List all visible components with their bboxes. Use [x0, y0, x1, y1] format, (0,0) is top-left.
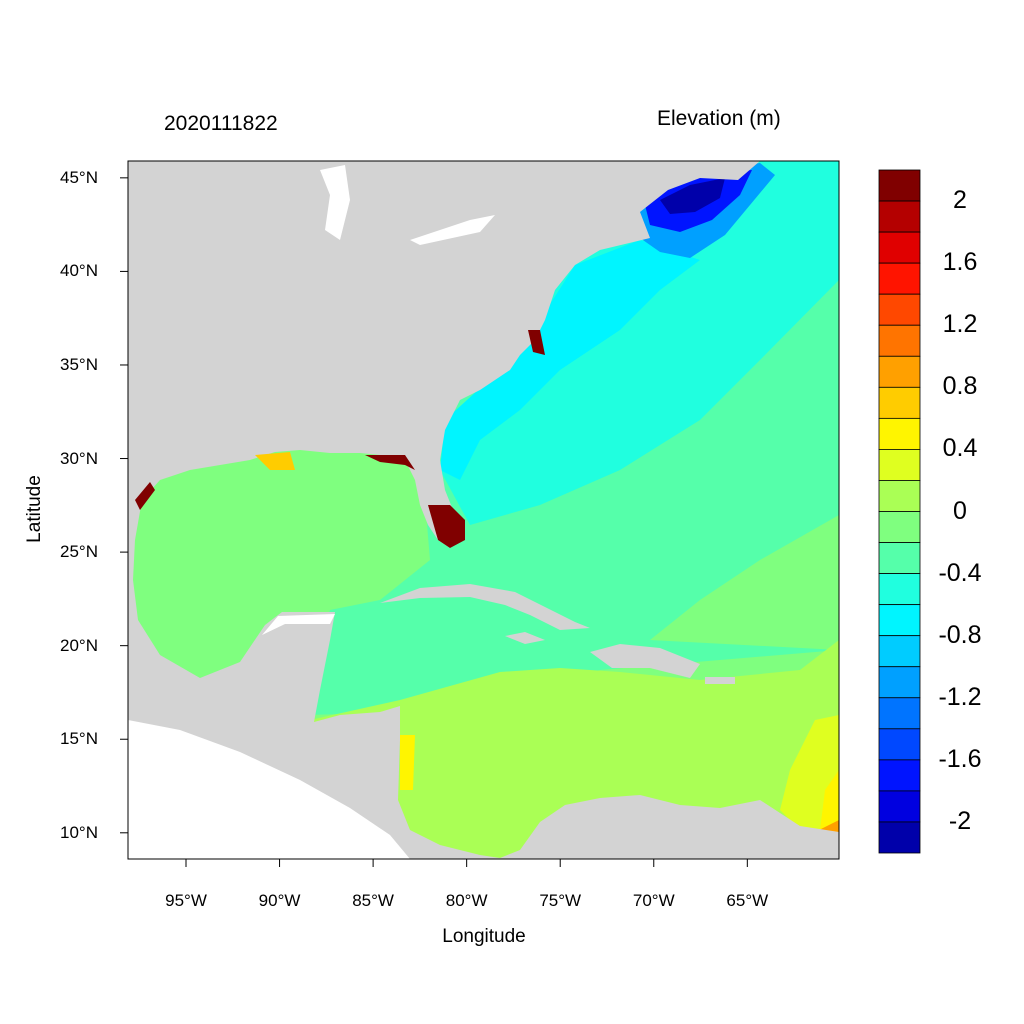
y-tick-label: 25°N	[60, 542, 98, 562]
puerto-rico-land	[705, 677, 735, 684]
colorbar-label: 0	[953, 496, 967, 525]
colorbar-swatch	[878, 511, 921, 543]
colorbar-label: 1.6	[942, 248, 978, 277]
y-tick-label: 35°N	[60, 354, 98, 374]
north-america-land	[128, 161, 839, 859]
colorbar-swatch	[878, 262, 921, 295]
colorbar-swatch	[878, 821, 921, 854]
texas-coast-surge	[135, 482, 155, 510]
colorbar-label: -0.4	[938, 558, 982, 587]
colorbar-swatch	[878, 169, 921, 202]
colorbar-swatch	[878, 604, 921, 637]
map-plot-area	[128, 161, 839, 859]
y-tick-label: 15°N	[60, 729, 98, 749]
colorbar-swatch	[878, 231, 921, 264]
x-tick-label: 80°W	[445, 891, 488, 910]
plot-frame	[127, 160, 840, 860]
y-tick-label: 10°N	[60, 822, 98, 842]
colorbar-swatch	[878, 480, 921, 512]
colorbar-swatch	[878, 324, 921, 357]
gulf-of-maine-deep	[660, 178, 725, 214]
yucatan-no-data-strip	[262, 614, 335, 635]
great-lakes	[320, 165, 350, 240]
colorbar-swatch	[878, 293, 921, 326]
x-tick-label: 75°W	[539, 891, 582, 910]
coastal-cyan-zone	[440, 240, 700, 480]
nicaragua-yellow-zone	[400, 735, 415, 790]
pacific-no-data	[128, 720, 410, 859]
louisiana-coast-surge	[255, 452, 295, 470]
colorbar-swatch	[878, 697, 921, 730]
lake-erie	[410, 215, 495, 245]
colorbar	[878, 169, 921, 854]
colorbar-label: -2	[948, 806, 972, 835]
colorbar-swatch	[878, 790, 921, 823]
colorbar-swatch	[878, 386, 921, 419]
colorbar-swatch	[878, 666, 921, 699]
north-atlantic-turquoise-zone	[440, 161, 839, 525]
y-tick-label: 20°N	[60, 635, 98, 655]
colorbar-swatch	[878, 728, 921, 761]
cuba-land	[380, 584, 590, 630]
y-tick-label: 30°N	[60, 448, 98, 468]
caribbean-south-zone	[300, 640, 839, 859]
y-tick-label: 45°N	[60, 167, 98, 187]
southeast-atlantic-green-zone	[650, 515, 839, 650]
colorbar-label: -0.8	[938, 620, 982, 649]
colorbar-label: 0.8	[942, 372, 978, 401]
colorbar-swatch	[878, 355, 921, 388]
colorbar-label: 1.2	[942, 310, 978, 339]
date-title: 2020111822	[164, 112, 278, 135]
x-tick-label: 65°W	[726, 891, 769, 910]
colorbar-label: -1.6	[938, 744, 982, 773]
big-bend-surge	[365, 455, 415, 470]
outer-banks-surge	[528, 330, 545, 355]
x-tick-label: 85°W	[352, 891, 394, 910]
colorbar-label: 2	[953, 186, 967, 215]
colorbar-swatch	[878, 759, 921, 792]
x-tick-label: 70°W	[632, 891, 675, 910]
x-tick-label: 90°W	[258, 891, 301, 910]
axis-ticks	[120, 177, 748, 867]
x-axis-label: Longitude	[442, 926, 526, 947]
colorbar-label: 0.4	[942, 434, 978, 463]
x-tick-label: 95°W	[165, 891, 207, 910]
colorbar-swatch	[878, 200, 921, 233]
colorbar-swatch	[878, 542, 921, 574]
colorbar-label: -1.2	[938, 682, 982, 711]
colorbar-swatch	[878, 417, 921, 450]
colorbar-swatch	[878, 573, 921, 606]
y-tick-label: 40°N	[60, 261, 98, 281]
south-florida-surge	[428, 505, 465, 548]
colorbar-swatch	[878, 449, 921, 481]
y-axis-label: Latitude	[24, 475, 45, 543]
hispaniola-land	[590, 644, 700, 678]
colorbar-swatch	[878, 635, 921, 668]
variable-title: Elevation (m)	[657, 107, 781, 130]
jamaica-land	[505, 632, 545, 644]
